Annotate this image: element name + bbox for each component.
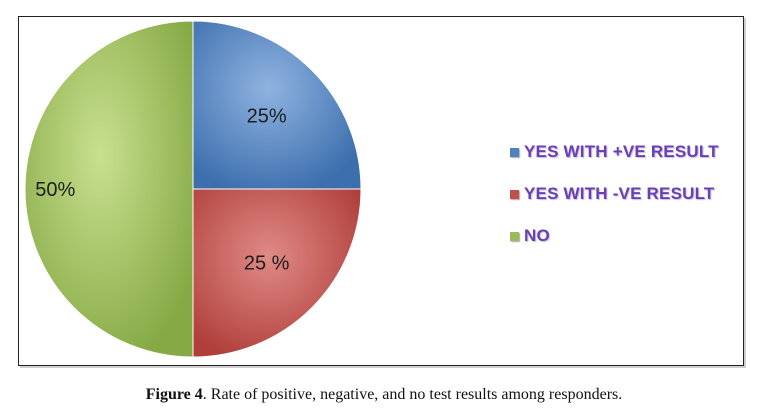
legend-item-negative: YES WITH -VE RESULT: [510, 179, 719, 209]
legend-item-no: NO: [510, 221, 719, 251]
pie-slice-positive: [192, 20, 362, 190]
chart-frame: 25% 25 % 50% YES WITH +VE RESULT YES WITH …: [18, 16, 744, 366]
pie-label-negative: 25 %: [244, 253, 290, 275]
legend-label-no: NO: [524, 226, 550, 245]
legend: YES WITH +VE RESULT YES WITH -VE RESULT …: [510, 137, 719, 263]
pie-slice-negative: [192, 188, 362, 358]
pie-chart: 25% 25 % 50%: [24, 20, 362, 358]
caption-text: . Rate of positive, negative, and no tes…: [202, 386, 623, 403]
pie-label-positive: 25%: [247, 105, 287, 127]
legend-item-positive: YES WITH +VE RESULT: [510, 137, 719, 167]
legend-swatch-positive: [510, 147, 519, 157]
legend-label-positive: YES WITH +VE RESULT: [524, 142, 719, 161]
legend-label-negative: YES WITH -VE RESULT: [524, 184, 715, 203]
pie-slice-no: [24, 20, 194, 358]
pie-label-no: 50%: [35, 179, 75, 201]
figure-label: Figure 4: [145, 386, 203, 403]
legend-swatch-no: [510, 231, 519, 241]
figure-caption: Figure 4. Rate of positive, negative, an…: [0, 386, 768, 404]
legend-swatch-negative: [510, 189, 519, 199]
